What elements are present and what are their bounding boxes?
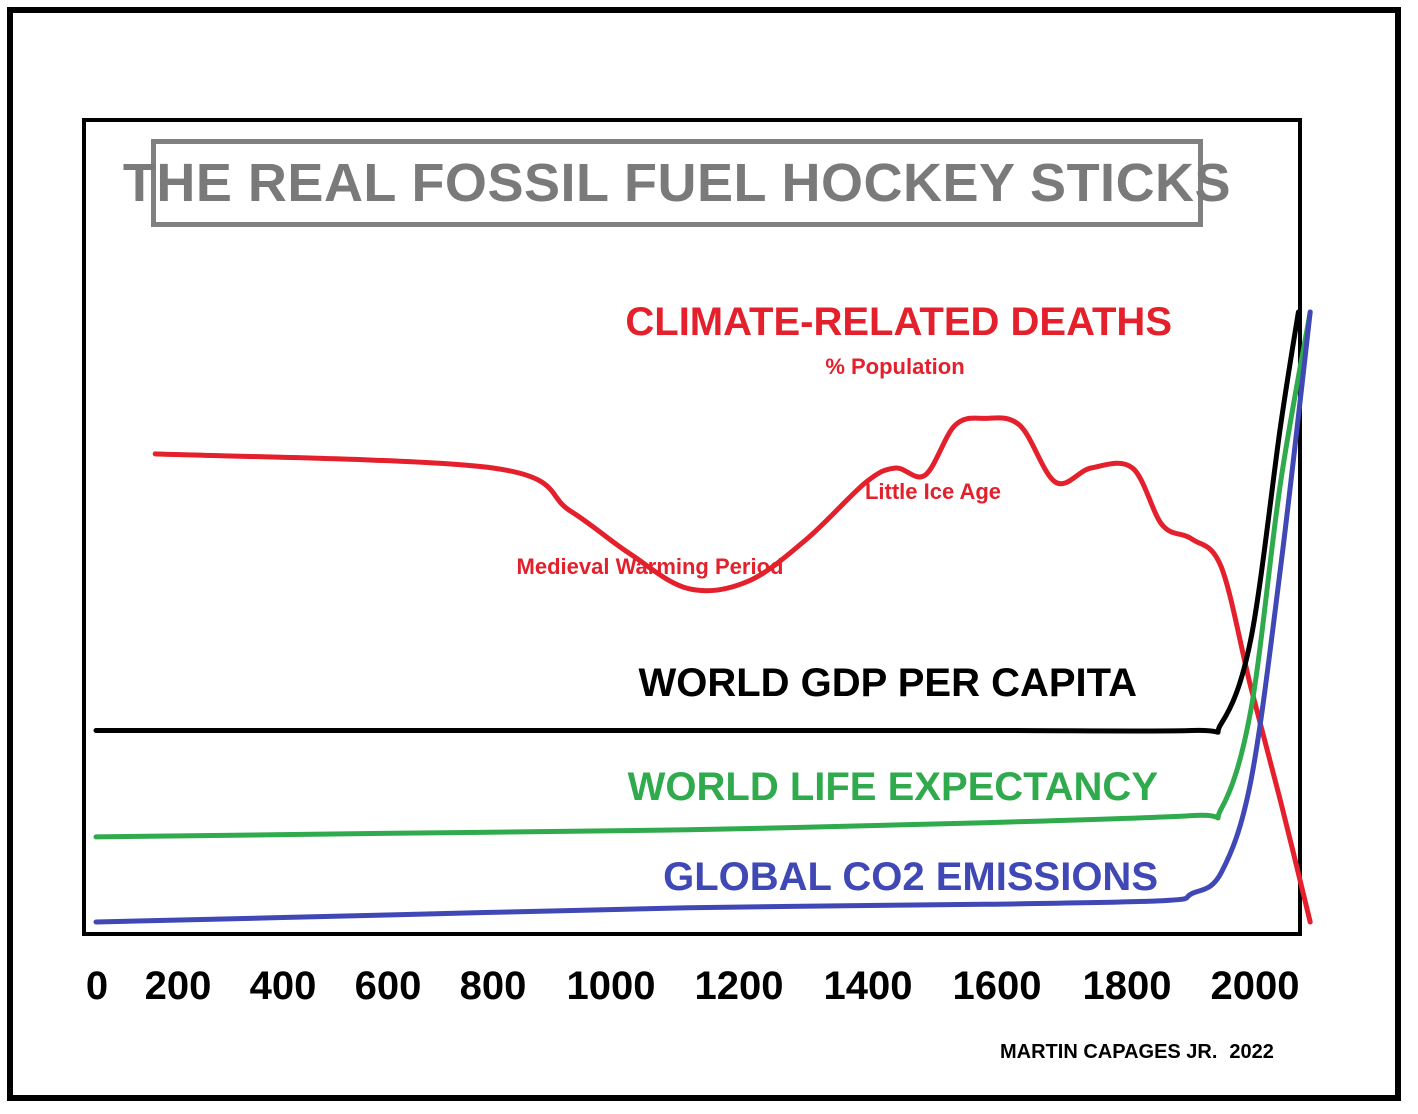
annotation-1: Little Ice Age xyxy=(865,479,1001,504)
x-tick-label: 1000 xyxy=(567,964,656,1008)
x-tick-label: 400 xyxy=(250,964,317,1008)
series-line-0 xyxy=(152,415,1313,925)
series-label-0: CLIMATE-RELATED DEATHS xyxy=(625,300,1172,344)
x-tick-label: 2000 xyxy=(1211,964,1300,1008)
x-tick-label: 600 xyxy=(355,964,422,1008)
outer-border xyxy=(7,7,1401,1101)
credit-author: MARTIN CAPAGES JR. xyxy=(1000,1041,1218,1063)
x-tick-label: 1600 xyxy=(953,964,1042,1008)
x-tick-label: 1800 xyxy=(1083,964,1172,1008)
series-layer xyxy=(93,309,1313,925)
x-tick-label: 1400 xyxy=(824,964,913,1008)
annotation-0: Medieval Warming Period xyxy=(517,554,784,579)
x-tick-labels: 0 200 400 600 800 1000 1200 1400 1600 1800 2000 xyxy=(86,964,1300,1008)
x-tick-label: 200 xyxy=(145,964,212,1008)
series-line-3 xyxy=(93,309,1313,925)
credit-year: 2022 xyxy=(1229,1041,1274,1063)
series-line-1 xyxy=(93,309,1301,735)
credit-line: MARTIN CAPAGES JR. 2022 xyxy=(1000,1041,1274,1064)
series-label-3: GLOBAL CO2 EMISSIONS xyxy=(663,855,1158,899)
series-subtitle-0: % Population xyxy=(825,354,964,379)
series-label-2: WORLD LIFE EXPECTANCY xyxy=(628,765,1159,809)
x-tick-label: 1200 xyxy=(695,964,784,1008)
label-layer: CLIMATE-RELATED DEATHS % Population WORLD … xyxy=(517,300,1172,899)
series-label-1: WORLD GDP PER CAPITA xyxy=(638,661,1137,705)
x-tick-label: 0 xyxy=(86,964,108,1008)
chart-title: THE REAL FOSSIL FUEL HOCKEY STICKS xyxy=(122,153,1232,213)
series-line-2 xyxy=(93,309,1313,840)
x-tick-label: 800 xyxy=(460,964,527,1008)
plot-area-border xyxy=(82,118,1302,936)
chart-title-box: THE REAL FOSSIL FUEL HOCKEY STICKS xyxy=(123,139,1231,227)
